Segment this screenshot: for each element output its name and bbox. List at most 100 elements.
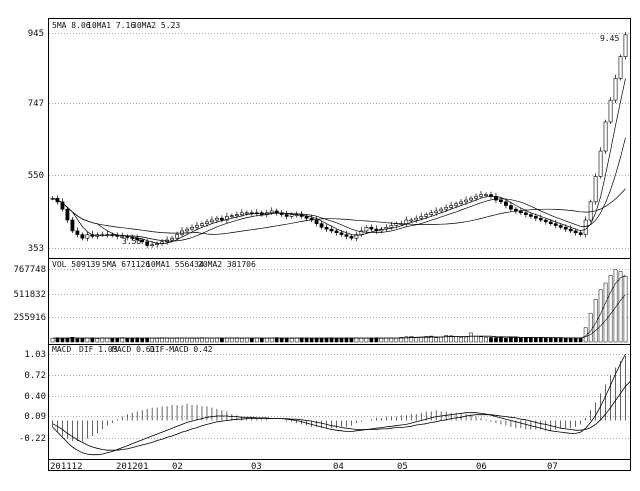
candle-body [314, 219, 319, 224]
volume-bar [264, 338, 269, 343]
volume-bar [568, 337, 573, 343]
volume-bar [613, 269, 618, 343]
volume-bar [100, 337, 105, 343]
volume-bar [170, 338, 174, 343]
candle-body [479, 194, 483, 197]
price-header-ma30: 30MA2 5.23 [132, 21, 180, 30]
volume-bar [155, 338, 159, 343]
volume-bar [618, 271, 623, 343]
candle-body [289, 214, 294, 217]
volume-bar [249, 337, 254, 343]
price-ma30-line [52, 188, 626, 235]
price-tick-945: 945 [28, 29, 44, 39]
candle-body [424, 214, 429, 217]
candle-body [449, 205, 454, 208]
volume-bar [244, 337, 249, 343]
volume-ma5-line [52, 275, 626, 339]
volume-bar [259, 337, 264, 343]
volume-bar [185, 337, 189, 343]
candle-body [613, 78, 618, 101]
volume-bar [220, 338, 224, 343]
candle-body [220, 217, 224, 221]
volume-bar [319, 337, 324, 343]
candle-body [329, 228, 334, 232]
candle-body [404, 219, 409, 224]
volume-bar [479, 336, 483, 343]
volume-bar [299, 337, 304, 343]
volume-bar [50, 337, 55, 343]
candle-body [324, 226, 329, 230]
candle-body [553, 223, 558, 226]
volume-bar [339, 337, 344, 343]
volume-bar [608, 275, 613, 343]
candle-body [344, 234, 349, 237]
volume-bar [369, 337, 374, 343]
volume-bar [484, 336, 488, 343]
volume-bar [359, 338, 364, 343]
candle-body [568, 228, 573, 232]
candle-body [170, 237, 174, 241]
candle-body [439, 208, 444, 212]
volume-bar [90, 337, 95, 343]
candle-body [499, 199, 503, 203]
volume-bar [533, 337, 538, 343]
volume-bar [254, 337, 259, 343]
candle-body [558, 225, 563, 228]
candle-body [523, 212, 528, 215]
volume-bar [304, 337, 309, 343]
volume-bar [563, 337, 568, 343]
macd-header-title: MACD [52, 345, 71, 354]
volume-bar [598, 289, 603, 343]
macd-header-diff: DIF-MACD 0.42 [150, 345, 213, 354]
candle-body [85, 234, 90, 239]
volume-bar [225, 337, 229, 343]
candle-body [130, 237, 135, 239]
candle-body [150, 244, 155, 247]
candle-body [588, 201, 593, 221]
candle-body [369, 226, 374, 230]
x-label-07: 07 [547, 462, 558, 472]
candle-body [259, 212, 264, 215]
volume-bar [165, 337, 169, 343]
volume-bar [364, 337, 369, 343]
chart-frame [48, 18, 631, 471]
volume-bar [70, 336, 75, 343]
volume-bar [543, 337, 548, 343]
volume-header-ma5: 5MA 671126 [102, 260, 150, 269]
volume-bar [514, 337, 518, 343]
candle-body [65, 208, 70, 221]
volume-bar [180, 337, 184, 343]
volume-bar [289, 338, 294, 343]
volume-bar [200, 337, 204, 343]
volume-bar [145, 337, 150, 343]
candle-body [583, 219, 588, 235]
volume-bar [75, 338, 80, 343]
candle-body [509, 205, 513, 210]
candle-body [573, 230, 578, 234]
x-label-201112: 201112 [50, 462, 83, 472]
volume-bar [494, 337, 498, 343]
volume-bar [444, 335, 448, 343]
candle-body [414, 217, 419, 221]
volume-bar [80, 337, 85, 343]
volume-bar [349, 337, 354, 343]
volume-bar [499, 336, 503, 343]
volume-bar [414, 337, 419, 343]
volume-bar [489, 337, 493, 343]
macd-tick-0.40: 0.40 [24, 392, 46, 402]
candle-body [334, 230, 339, 234]
volume-bar [374, 337, 379, 343]
volume-bar [553, 337, 558, 343]
candle-body [419, 216, 424, 219]
volume-bar [115, 337, 120, 343]
candle-body [543, 219, 548, 223]
candle-body [459, 201, 463, 204]
candle-body [394, 223, 399, 226]
macd-dea-line [52, 380, 631, 451]
candle-body [269, 210, 274, 214]
macd-dif-line [52, 353, 626, 456]
x-label-06: 06 [476, 462, 487, 472]
volume-bar [519, 337, 523, 343]
candle-body [518, 210, 523, 214]
